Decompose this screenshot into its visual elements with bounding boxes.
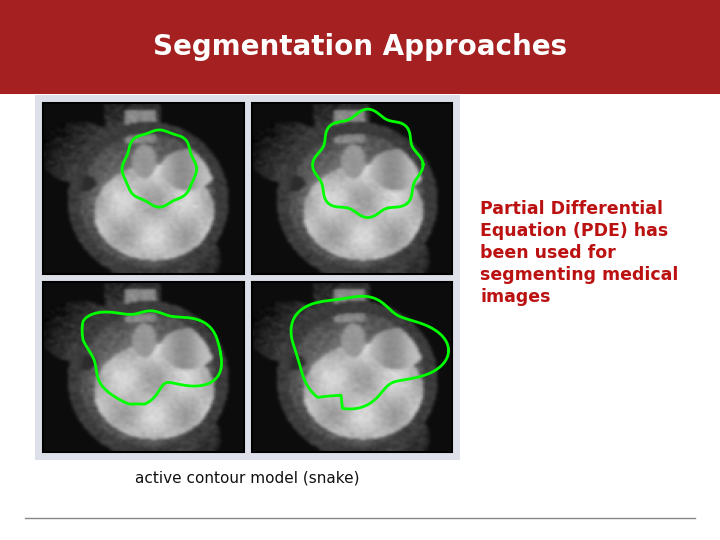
Text: been used for: been used for xyxy=(480,244,616,262)
Text: segmenting medical: segmenting medical xyxy=(480,266,678,284)
Bar xyxy=(0,0,720,94)
Bar xyxy=(35,95,460,460)
Text: Equation (PDE) has: Equation (PDE) has xyxy=(480,222,668,240)
Text: Partial Differential: Partial Differential xyxy=(480,200,663,218)
Text: active contour model (snake): active contour model (snake) xyxy=(135,470,360,485)
Text: images: images xyxy=(480,288,551,306)
Text: Segmentation Approaches: Segmentation Approaches xyxy=(153,33,567,61)
